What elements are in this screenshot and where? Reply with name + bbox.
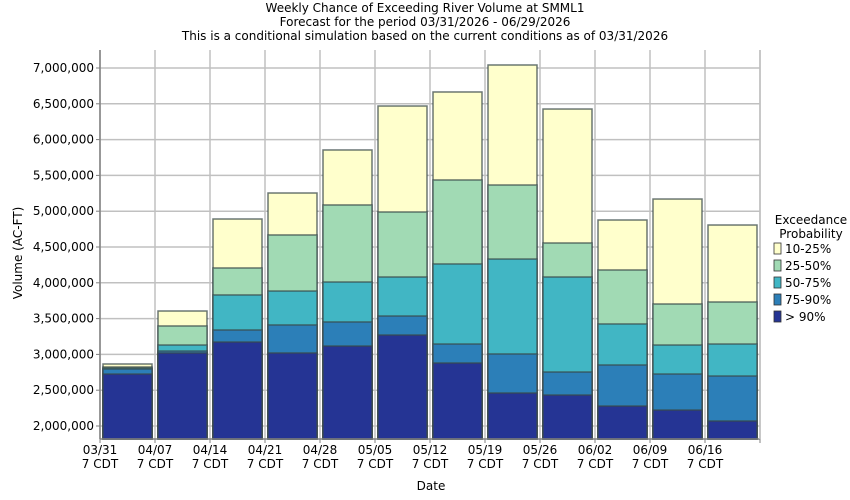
bar-group-06-16	[707, 224, 758, 440]
legend-swatch	[773, 276, 782, 289]
legend-title-line-1: Exceedance	[775, 213, 847, 227]
x-tick-label-date: 05/12	[413, 443, 448, 457]
chart-title: Weekly Chance of Exceeding River Volume …	[181, 1, 668, 43]
bar-group-03-31	[102, 363, 153, 440]
y-tick-label: 6,000,000	[33, 133, 94, 147]
legend-label: 25-50%	[785, 259, 831, 273]
bar-segment-90	[487, 392, 538, 440]
y-tick-label: 5,500,000	[33, 168, 94, 182]
bar-segment-90	[212, 341, 263, 440]
legend-label: > 90%	[785, 310, 826, 324]
bar-segment-90	[322, 345, 373, 440]
title-line-2: Forecast for the period 03/31/2026 - 06/…	[280, 15, 571, 29]
legend-item: 10-25%	[773, 242, 831, 256]
bar-group-05-26	[542, 108, 593, 440]
bar-group-05-05	[377, 105, 428, 440]
legend-item: 50-75%	[773, 276, 831, 290]
y-tick-label: 4,500,000	[33, 240, 94, 254]
legend-swatch	[773, 293, 782, 306]
bar-segment-90	[267, 352, 318, 440]
x-tick-label-date: 04/14	[193, 443, 228, 457]
bar-segment-90	[707, 420, 758, 440]
bar-segment-90	[157, 352, 208, 440]
x-tick-label-date: 04/07	[138, 443, 173, 457]
bar-group-04-07	[157, 310, 208, 440]
y-axis-ticks: 2,000,000 2,500,000 3,000,000 3,500,000 4,00…	[33, 61, 100, 433]
bar-segment-90	[102, 373, 153, 440]
bar-group-04-21	[267, 192, 318, 440]
bar-group-06-02	[597, 219, 648, 440]
bar-segment-90	[542, 394, 593, 440]
x-tick-label-time: 7 CDT	[357, 457, 394, 471]
x-tick-label-time: 7 CDT	[137, 457, 174, 471]
legend-swatch	[773, 310, 782, 323]
y-tick-label: 7,000,000	[33, 61, 94, 75]
bar-group-04-28	[322, 149, 373, 440]
legend-title-line-2: Probability	[779, 227, 842, 241]
legend-label: 10-25%	[785, 242, 831, 256]
legend-label: 50-75%	[785, 276, 831, 290]
legend-swatch	[773, 242, 782, 255]
y-tick-label: 3,500,000	[33, 312, 94, 326]
x-tick-label-date: 05/26	[523, 443, 558, 457]
x-tick-label-date: 06/09	[633, 443, 668, 457]
title-line-1: Weekly Chance of Exceeding River Volume …	[266, 1, 585, 15]
x-tick-label-time: 7 CDT	[412, 457, 449, 471]
x-tick-label-date: 06/02	[578, 443, 613, 457]
y-axis-label: Volume (AC-FT)	[11, 207, 25, 300]
y-tick-label: 5,000,000	[33, 204, 94, 218]
y-tick-label: 2,500,000	[33, 383, 94, 397]
x-tick-label-time: 7 CDT	[632, 457, 669, 471]
x-tick-label-date: 03/31	[83, 443, 118, 457]
x-tick-label-time: 7 CDT	[467, 457, 504, 471]
x-tick-label-date: 05/19	[468, 443, 503, 457]
bar-segment-90	[652, 409, 703, 440]
legend-item: > 90%	[773, 310, 826, 324]
bar-segment-90	[432, 362, 483, 440]
x-tick-label-time: 7 CDT	[687, 457, 724, 471]
x-axis-label: Date	[417, 479, 446, 493]
bar-group-04-14	[212, 218, 263, 440]
y-tick-label: 3,000,000	[33, 347, 94, 361]
legend-item: 75-90%	[773, 293, 831, 307]
legend-swatch	[773, 259, 782, 272]
y-tick-label: 6,500,000	[33, 97, 94, 111]
x-tick-label-time: 7 CDT	[247, 457, 284, 471]
x-tick-label-date: 06/16	[688, 443, 723, 457]
x-tick-label-time: 7 CDT	[577, 457, 614, 471]
legend-label: 75-90%	[785, 293, 831, 307]
x-tick-label-time: 7 CDT	[522, 457, 559, 471]
bars	[102, 64, 758, 440]
title-line-3: This is a conditional simulation based o…	[181, 29, 668, 43]
x-tick-label-date: 05/05	[358, 443, 393, 457]
bar-group-06-09	[652, 198, 703, 440]
x-tick-label-time: 7 CDT	[192, 457, 229, 471]
x-tick-label-time: 7 CDT	[302, 457, 339, 471]
bar-segment-90	[377, 334, 428, 440]
legend: Exceedance Probability 10-25% 25-50% 50-75…	[773, 213, 847, 324]
bar-group-05-19	[487, 64, 538, 440]
x-tick-label-time: 7 CDT	[82, 457, 119, 471]
bar-group-05-12	[432, 91, 483, 440]
y-tick-label: 2,000,000	[33, 419, 94, 433]
x-tick-label-date: 04/28	[303, 443, 338, 457]
legend-item: 25-50%	[773, 259, 831, 273]
y-tick-label: 4,000,000	[33, 276, 94, 290]
bar-segment-90	[597, 405, 648, 440]
x-tick-label-date: 04/21	[248, 443, 283, 457]
